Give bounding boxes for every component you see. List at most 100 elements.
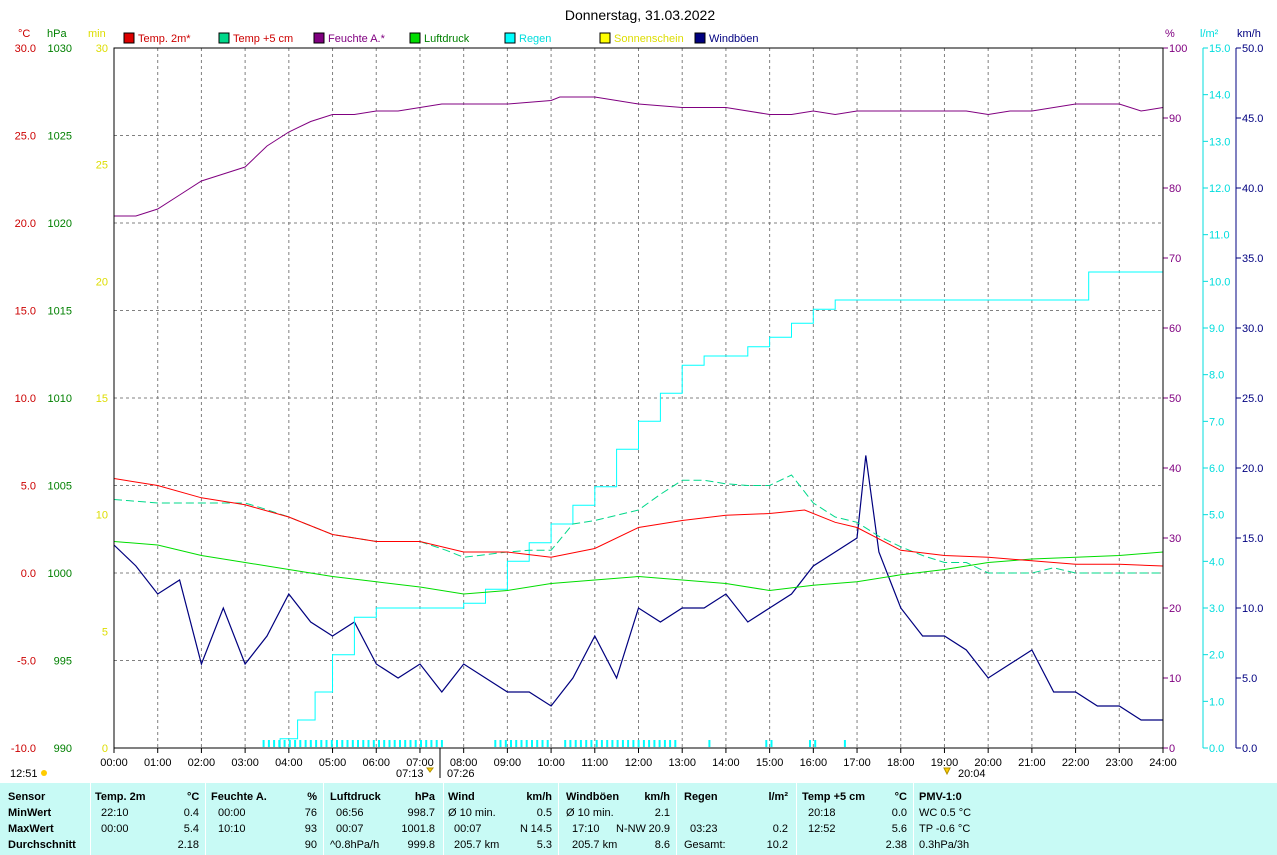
stats-wind-unit: km/h bbox=[526, 791, 552, 803]
legend-label: Temp +5 cm bbox=[233, 33, 293, 45]
rain-tick-label: 5.0 bbox=[1209, 510, 1224, 522]
rain-event-mark bbox=[414, 740, 417, 747]
sun-tick-label: 20 bbox=[96, 276, 108, 288]
x-tick-label: 12:00 bbox=[625, 757, 653, 769]
temp-tick-label: 15.0 bbox=[15, 306, 36, 318]
rain-event-mark bbox=[663, 740, 666, 747]
stats-temp2m-max-time: 00:00 bbox=[101, 823, 129, 835]
stats-row-max: MaxWert bbox=[8, 823, 54, 835]
rain-event-mark bbox=[393, 740, 396, 747]
rain-axis-unit: l/m² bbox=[1200, 28, 1219, 40]
rain-tick-label: 7.0 bbox=[1209, 416, 1224, 428]
x-tick-label: 15:00 bbox=[756, 757, 784, 769]
temp-tick-label: -5.0 bbox=[17, 656, 36, 668]
rain-tick-label: 15.0 bbox=[1209, 43, 1230, 55]
legend-swatch bbox=[409, 32, 421, 44]
stats-press-max: 1001.8 bbox=[401, 823, 435, 835]
rain-event-mark bbox=[648, 740, 651, 747]
rain-event-mark bbox=[669, 740, 672, 747]
rain-tick-label: 9.0 bbox=[1209, 323, 1224, 335]
rain-event-mark bbox=[288, 740, 291, 747]
stats-gust-min-label: Ø 10 min. bbox=[566, 807, 614, 819]
stats-pmv-wc: WC 0.5 °C bbox=[919, 807, 972, 819]
humidity-tick-label: 10 bbox=[1169, 673, 1181, 685]
x-tick-label: 18:00 bbox=[887, 757, 915, 769]
stats-col-temp2m: Temp. 2m °C 22:10 0.4 00:00 5.4 2.18 bbox=[90, 783, 206, 855]
stats-gust-max-dir: N-NW bbox=[616, 823, 646, 835]
sunset-arrow-icon bbox=[943, 767, 951, 776]
rain-event-mark bbox=[283, 740, 286, 747]
rain-event-mark bbox=[430, 740, 433, 747]
rain-tick-label: 4.0 bbox=[1209, 556, 1224, 568]
legend-swatch bbox=[504, 32, 516, 44]
stats-press-unit: hPa bbox=[414, 791, 435, 803]
rain-event-mark bbox=[435, 740, 438, 747]
stats-hum-header: Feuchte A. bbox=[211, 791, 267, 803]
stats-temp2m-unit: °C bbox=[187, 791, 200, 803]
x-tick-label: 07:00 bbox=[406, 757, 434, 769]
stats-wind-header: Wind bbox=[448, 791, 475, 803]
rain-event-mark bbox=[510, 740, 512, 747]
rain-event-mark bbox=[531, 740, 533, 747]
temp-tick-label: 30.0 bbox=[15, 43, 36, 55]
stats-t5-max: 5.6 bbox=[891, 823, 907, 835]
sun-tick-label: 15 bbox=[96, 393, 108, 405]
stats-rain-max: 0.2 bbox=[772, 823, 788, 835]
stats-temp2m-avg: 2.18 bbox=[177, 839, 199, 851]
sun-tick-label: 25 bbox=[96, 160, 108, 172]
rain-event-mark bbox=[595, 740, 598, 747]
humidity-tick-label: 90 bbox=[1169, 113, 1181, 125]
temp-tick-label: 20.0 bbox=[15, 218, 36, 230]
x-tick-label: 01:00 bbox=[144, 757, 172, 769]
temp-tick-label: 5.0 bbox=[21, 481, 36, 493]
y-axis-ticks: 30.025.020.015.010.05.00.0-5.0-10.010301… bbox=[11, 43, 1264, 755]
rain-tick-label: 1.0 bbox=[1209, 696, 1224, 708]
x-tick-label: 21:00 bbox=[1018, 757, 1046, 769]
rain-event-mark bbox=[525, 740, 528, 747]
humidity-tick-label: 70 bbox=[1169, 253, 1181, 265]
humidity-tick-label: 100 bbox=[1169, 43, 1187, 55]
stats-gust-max: 20.9 bbox=[648, 823, 670, 835]
temp5cm-line bbox=[113, 474, 1163, 574]
rain-event-mark bbox=[541, 740, 544, 747]
stats-press-min: 998.7 bbox=[407, 807, 435, 819]
rain-event-mark bbox=[325, 740, 328, 747]
weather-chart: Donnerstag, 31.03.2022 Temp. 2m* Temp +5 … bbox=[10, 7, 1264, 780]
rain-event-mark bbox=[642, 740, 645, 747]
rain-tick-label: 8.0 bbox=[1209, 370, 1224, 382]
rain-tick-label: 10.0 bbox=[1209, 276, 1230, 288]
rain-tick-label: 11.0 bbox=[1209, 230, 1230, 242]
legend-label: Sonnenschein bbox=[614, 33, 684, 45]
stats-row-avg: Durchschnitt bbox=[8, 839, 76, 851]
stats-wind-max-dir: N bbox=[520, 823, 528, 835]
rain-tick-label: 14.0 bbox=[1209, 90, 1230, 102]
stats-gust-header: Windböen bbox=[566, 791, 620, 803]
pressure-line bbox=[113, 541, 1164, 595]
rain-event-mark bbox=[399, 740, 401, 747]
rain-event-mark bbox=[357, 740, 359, 747]
stats-hum-avg: 90 bbox=[304, 839, 317, 851]
wind-tick-label: 35.0 bbox=[1242, 253, 1263, 265]
x-tick-label: 14:00 bbox=[712, 757, 740, 769]
rain-event-mark bbox=[765, 740, 768, 747]
pressure-tick-label: 1000 bbox=[48, 568, 72, 580]
legend-label: Regen bbox=[519, 33, 551, 45]
rain-event-mark bbox=[440, 740, 443, 747]
sun-tick-label: 5 bbox=[102, 626, 108, 638]
rain-event-mark bbox=[708, 740, 711, 747]
x-tick-label: 04:00 bbox=[275, 757, 303, 769]
rain-event-mark bbox=[814, 740, 817, 747]
x-tick-label: 13:00 bbox=[668, 757, 696, 769]
chart-grid bbox=[114, 48, 1163, 748]
rain-event-mark bbox=[304, 740, 307, 747]
stats-col-rain: Regen l/m² 03:23 0.2 Gesamt: 10.2 bbox=[676, 783, 797, 855]
rain-event-mark bbox=[330, 740, 333, 747]
rain-event-mark bbox=[299, 740, 302, 747]
stats-t5-unit: °C bbox=[894, 791, 907, 803]
x-tick-label: 24:00 bbox=[1149, 757, 1177, 769]
stats-col-wind: Wind km/h Ø 10 min. 0.5 00:07 N 14.5 205.7 k… bbox=[443, 783, 559, 855]
stats-hum-max-time: 10:10 bbox=[218, 823, 246, 835]
temp2m-line bbox=[113, 478, 1164, 567]
legend-label: Windböen bbox=[709, 33, 759, 45]
rain-event-mark bbox=[809, 740, 811, 747]
